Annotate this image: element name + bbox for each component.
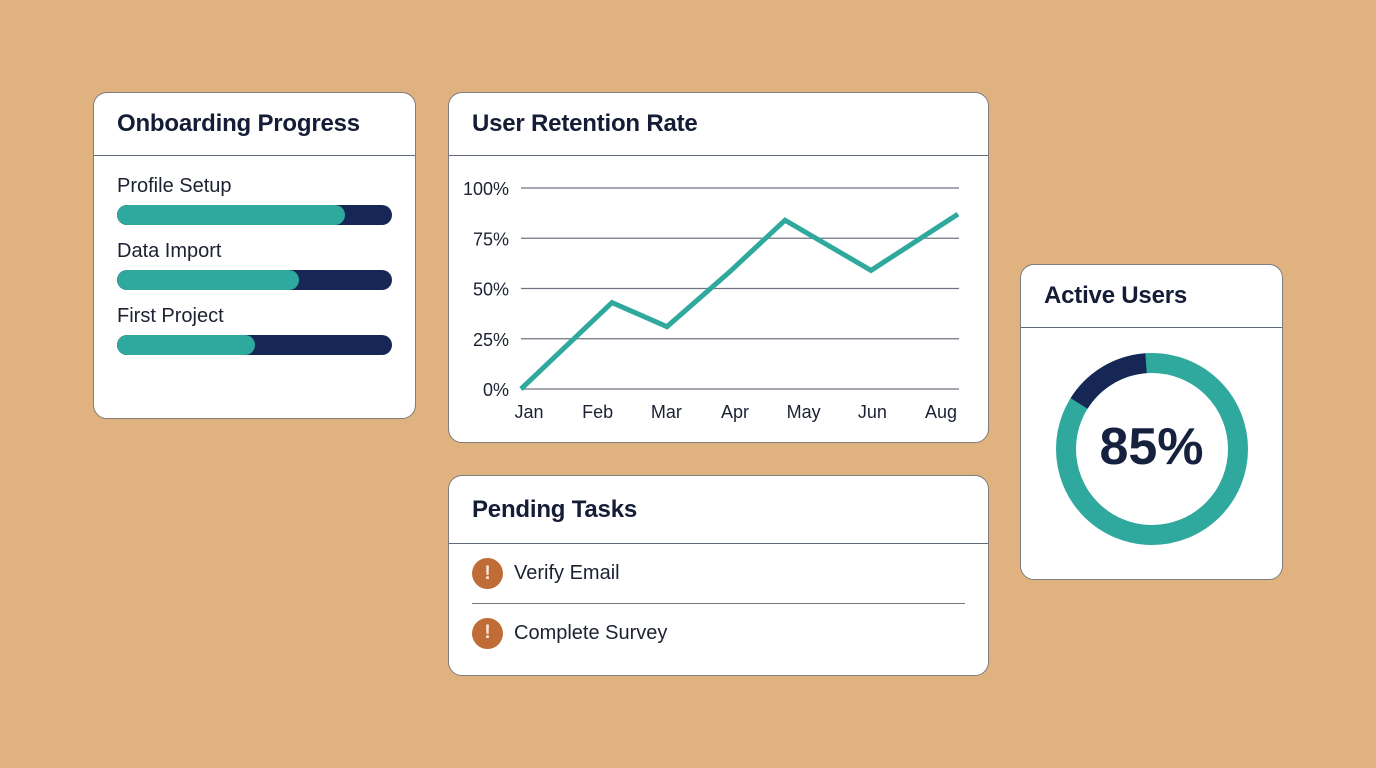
retention-line-chart: 0% 25% 50% 75% 100% Jan Feb Mar Apr May Jun Aug (463, 179, 960, 422)
card-header: Onboarding Progress (94, 93, 415, 156)
task-label: Complete Survey (514, 621, 668, 644)
progress-label: First Project (117, 305, 224, 327)
card-title: Active Users (1044, 282, 1188, 309)
card-header: Active Users (1021, 265, 1282, 328)
x-tick-label: Mar (651, 402, 682, 422)
y-tick-label: 100% (463, 179, 509, 199)
user-retention-card: User Retention Rate 0% 25% 50% 75% 100% Jan Fe… (448, 92, 989, 443)
card-title: Onboarding Progress (117, 110, 360, 137)
active-users-donut (1056, 353, 1248, 545)
x-tick-label: Feb (582, 402, 613, 422)
progress-fill (117, 270, 299, 290)
progress-list: Profile Setup Data Import First Project (94, 156, 415, 355)
card-header: User Retention Rate (449, 93, 988, 156)
progress-item-data-import: Data Import (117, 239, 392, 290)
x-tick-label: Jun (858, 402, 887, 422)
task-label: Verify Email (514, 562, 620, 584)
active-users-card: Active Users 85% (1020, 264, 1283, 580)
progress-label: Data Import (117, 240, 222, 262)
task-item-complete-survey[interactable]: ! Complete Survey (472, 603, 965, 662)
task-list: ! Verify Email ! Complete Survey (449, 544, 988, 662)
progress-bar (117, 335, 392, 355)
x-tick-label: Apr (721, 402, 749, 422)
retention-line (519, 212, 960, 391)
progress-bar (117, 270, 392, 290)
y-tick-label: 25% (473, 330, 509, 350)
alert-icon: ! (472, 617, 503, 649)
task-item-verify-email[interactable]: ! Verify Email (472, 544, 965, 603)
card-header: Pending Tasks (449, 476, 988, 544)
card-title: User Retention Rate (472, 110, 698, 137)
progress-label: Profile Setup (117, 175, 232, 197)
x-tick-label: May (787, 402, 821, 422)
progress-fill (117, 205, 346, 225)
progress-item-profile-setup: Profile Setup (117, 174, 392, 225)
progress-item-first-project: First Project (117, 304, 392, 355)
y-tick-label: 75% (473, 229, 509, 249)
onboarding-progress-card: Onboarding Progress Profile Setup Data I… (93, 92, 416, 419)
x-tick-label: Jan (514, 402, 543, 422)
donut-inactive-arc (1056, 353, 1248, 545)
y-tick-label: 50% (473, 280, 509, 300)
y-tick-label: 0% (483, 380, 509, 400)
donut-active-arc (1056, 353, 1248, 545)
active-users-value: 85% (1099, 418, 1204, 476)
card-title: Pending Tasks (472, 495, 638, 523)
alert-icon: ! (472, 558, 503, 589)
progress-fill (117, 335, 255, 355)
progress-bar (117, 205, 392, 225)
x-tick-label: Aug (925, 402, 957, 422)
pending-tasks-card: Pending Tasks ! Verify Email ! Complete … (448, 475, 989, 676)
